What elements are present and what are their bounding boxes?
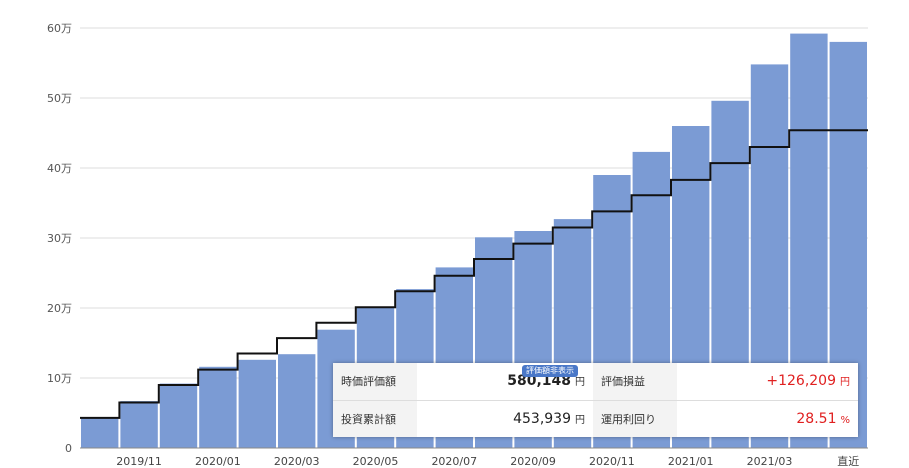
x-tick-label-5: 2020/03: [274, 455, 320, 468]
market-value-unit: 円: [575, 377, 585, 389]
yield-value: 28.51: [796, 410, 837, 427]
hide-value-badge[interactable]: 評価額非表示: [522, 365, 578, 377]
x-tick-label-13: 2020/11: [589, 455, 635, 468]
summary-table: 時価評価額 580,148 円 評価損益 +126,209 円 投資累計額 453,…: [333, 363, 858, 437]
bar-2: [159, 383, 198, 448]
gain-unit: 円: [840, 377, 850, 389]
summary-row-2: 投資累計額 453,939 円 運用利回り 28.51%: [333, 400, 858, 437]
invested-label: 投資累計額: [333, 400, 417, 437]
gain-cell: +126,209 円: [677, 363, 858, 401]
x-tick-label-11: 2020/09: [510, 455, 556, 468]
yield-unit: %: [840, 414, 850, 426]
market-value: 580,148: [507, 373, 571, 390]
summary-row-1: 時価評価額 580,148 円 評価損益 +126,209 円: [333, 363, 858, 401]
bar-5: [278, 354, 316, 448]
x-tick-label-1: 2019/11: [116, 455, 162, 468]
x-tick-label-7: 2020/05: [353, 455, 399, 468]
y-tick-label-1: 10万: [47, 372, 72, 385]
invested-unit: 円: [575, 414, 585, 426]
market-value-label: 時価評価額: [333, 363, 417, 401]
summary-panel: 評価額非表示 時価評価額 580,148 円 評価損益 +126,209 円 投資累…: [333, 363, 858, 437]
bar-0: [81, 417, 119, 448]
y-tick-label-0: 0: [65, 442, 72, 455]
invested-cell: 453,939 円: [417, 400, 593, 437]
yield-label: 運用利回り: [593, 400, 677, 437]
x-tick-label-17: 2021/03: [747, 455, 793, 468]
y-tick-label-4: 40万: [47, 162, 72, 175]
x-tick-label-19: 直近: [837, 454, 859, 468]
bar-4: [238, 359, 276, 448]
invested-step-line: [80, 129, 868, 419]
gain-label: 評価損益: [593, 363, 677, 401]
y-tick-label-2: 20万: [47, 302, 72, 315]
x-tick-label-9: 2020/07: [431, 455, 477, 468]
x-tick-label-3: 2020/01: [195, 455, 241, 468]
bar-1: [120, 401, 158, 448]
yield-cell: 28.51%: [677, 400, 858, 437]
y-tick-label-6: 60万: [47, 22, 72, 35]
invested-value: 453,939: [513, 410, 571, 427]
gain-value: +126,209: [766, 373, 836, 390]
y-tick-label-5: 50万: [47, 92, 72, 105]
x-tick-label-15: 2021/01: [668, 455, 714, 468]
y-tick-label-3: 30万: [47, 232, 72, 245]
bar-3: [199, 366, 237, 448]
